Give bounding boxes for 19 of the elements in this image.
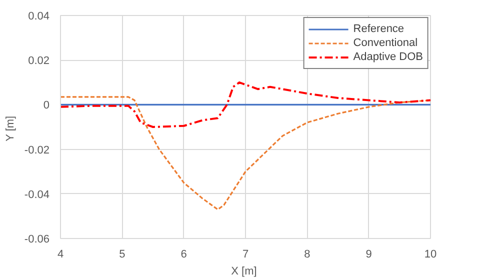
x-tick-label: 4 — [57, 248, 64, 260]
x-tick-label: 5 — [119, 248, 126, 260]
legend-label: Conventional — [353, 36, 418, 50]
x-tick-label: 8 — [304, 248, 310, 260]
x-tick-label: 9 — [366, 248, 372, 260]
y-axis-title: Y [m] — [4, 116, 16, 142]
y-tick-label: 0.04 — [28, 10, 50, 22]
x-tick-label: 10 — [424, 248, 437, 260]
y-tick-label: -0.06 — [24, 234, 50, 246]
x-tick-label: 6 — [180, 248, 187, 260]
y-tick-label: -0.04 — [24, 188, 50, 201]
legend-label: Adaptive DOB — [353, 50, 423, 64]
y-tick-label: 0.02 — [28, 55, 50, 68]
legend-label: Reference — [353, 22, 404, 36]
x-tick-label: 7 — [242, 248, 249, 260]
line-series — [60, 81, 430, 128]
y-tick-label: 0 — [43, 100, 50, 112]
x-axis-title: X [m] — [231, 266, 257, 278]
y-tick-label: -0.02 — [24, 144, 50, 156]
